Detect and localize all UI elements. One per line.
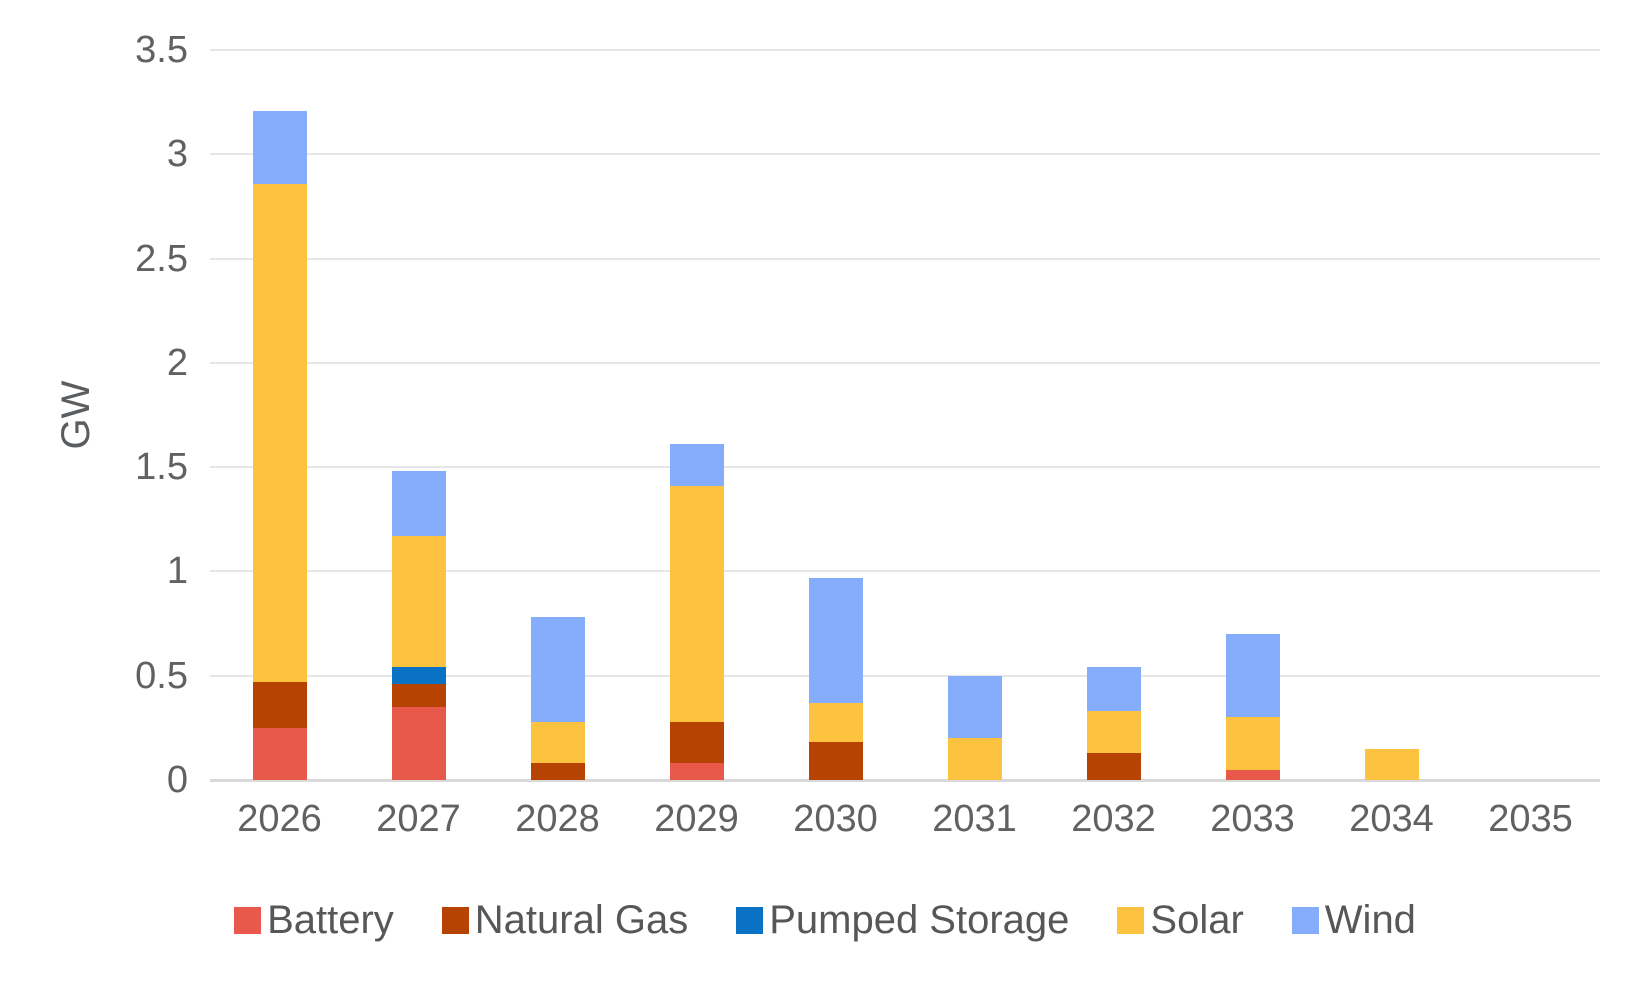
y-tick-label-2.5: 2.5 (135, 237, 188, 280)
legend-swatch-pumped-storage (736, 907, 764, 934)
bar-2028-wind[interactable] (530, 617, 585, 722)
gridline-2 (210, 361, 1600, 364)
bar-2030-wind[interactable] (808, 577, 863, 703)
gridline-2.5 (210, 257, 1600, 260)
legend-swatch-wind (1291, 907, 1319, 934)
bar-2027-wind[interactable] (391, 471, 446, 536)
y-tick-label-3.5: 3.5 (135, 29, 188, 71)
x-tick-label-2032: 2032 (1071, 798, 1156, 840)
bar-2027-pumped-storage[interactable] (391, 667, 446, 685)
bar-2031-solar[interactable] (947, 738, 1002, 780)
x-tick-label-2028: 2028 (515, 798, 600, 840)
bar-2033-battery[interactable] (1225, 769, 1280, 780)
bar-2026-battery[interactable] (252, 727, 307, 780)
x-tick-label-2027: 2027 (376, 798, 461, 840)
gridline-3 (210, 153, 1600, 156)
bar-2032-wind[interactable] (1086, 667, 1141, 712)
bar-2026-natural-gas[interactable] (252, 681, 307, 728)
gridline-3.5 (210, 49, 1600, 51)
y-tick-label-0.5: 0.5 (135, 654, 188, 697)
legend-swatch-solar (1117, 907, 1145, 934)
bar-2026-solar[interactable] (252, 183, 307, 682)
bar-2034-solar[interactable] (1364, 748, 1419, 780)
legend-label-natural-gas: Natural Gas (474, 898, 689, 942)
legend-item-wind[interactable]: Wind (1291, 898, 1416, 943)
x-tick-label-2031: 2031 (932, 798, 1017, 840)
bar-2031-wind[interactable] (947, 675, 1002, 739)
x-tick-label-2033: 2033 (1210, 798, 1295, 840)
legend-label-battery: Battery (267, 898, 394, 942)
legend-label-solar: Solar (1150, 898, 1244, 942)
bar-2032-solar[interactable] (1086, 711, 1141, 753)
gridline-0 (210, 779, 1600, 782)
y-tick-label-3: 3 (166, 133, 188, 176)
y-tick-label-2: 2 (166, 341, 188, 384)
legend-item-natural-gas[interactable]: Natural Gas (441, 898, 689, 943)
bar-2030-natural-gas[interactable] (808, 742, 863, 780)
bar-2029-natural-gas[interactable] (669, 721, 724, 764)
y-tick-label-1: 1 (166, 550, 188, 593)
bar-2027-solar[interactable] (391, 535, 446, 668)
bar-2027-natural-gas[interactable] (391, 684, 446, 707)
bar-2033-solar[interactable] (1225, 717, 1280, 770)
legend-swatch-battery (234, 907, 262, 934)
bar-2032-natural-gas[interactable] (1086, 752, 1141, 780)
bar-2029-battery[interactable] (669, 763, 724, 780)
legend-label-pumped-storage: Pumped Storage (769, 898, 1070, 942)
bar-2027-battery[interactable] (391, 707, 446, 780)
bar-2033-wind[interactable] (1225, 634, 1280, 718)
y-tick-label-0: 0 (166, 759, 188, 801)
x-tick-label-2026: 2026 (237, 798, 322, 840)
legend-swatch-natural-gas (441, 907, 469, 934)
legend: Battery Natural Gas Pumped Storage Solar Win… (0, 898, 1650, 943)
bar-2029-wind[interactable] (669, 444, 724, 486)
x-tick-label-2034: 2034 (1349, 798, 1434, 840)
gridline-0.5 (210, 674, 1600, 677)
legend-label-wind: Wind (1324, 898, 1416, 942)
x-tick-label-2030: 2030 (793, 798, 878, 840)
y-tick-label-1.5: 1.5 (135, 446, 188, 489)
x-tick-label-2035: 2035 (1488, 798, 1573, 840)
plot-area (210, 49, 1600, 782)
bar-2026-wind[interactable] (252, 110, 307, 184)
bar-2028-natural-gas[interactable] (530, 763, 585, 780)
bar-2029-solar[interactable] (669, 485, 724, 722)
legend-item-solar[interactable]: Solar (1117, 898, 1244, 943)
gridline-1.5 (210, 466, 1600, 469)
x-tick-label-2029: 2029 (654, 798, 739, 840)
legend-item-battery[interactable]: Battery (234, 898, 394, 943)
gridline-1 (210, 570, 1600, 573)
bar-2030-solar[interactable] (808, 702, 863, 743)
bar-2028-solar[interactable] (530, 721, 585, 764)
legend-item-pumped-storage[interactable]: Pumped Storage (736, 898, 1069, 943)
